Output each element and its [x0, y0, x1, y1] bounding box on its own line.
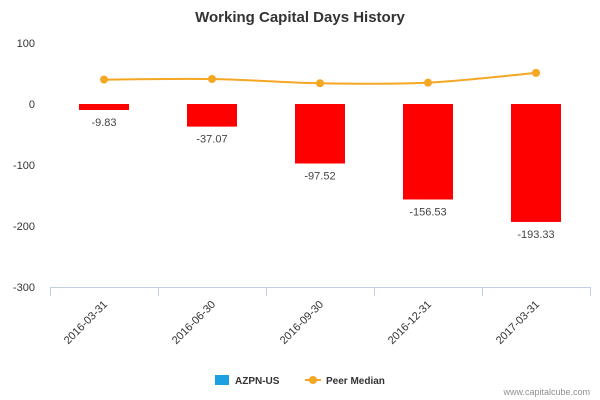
legend-swatch-azpn — [215, 375, 229, 385]
x-tick-label: 2016-09-30 — [278, 299, 326, 347]
bar — [187, 104, 237, 127]
bar — [511, 104, 561, 222]
data-label: -97.52 — [304, 170, 335, 182]
y-tick-label: -200 — [13, 221, 35, 233]
y-tick-label: -300 — [13, 282, 35, 294]
chart-title: Working Capital Days History — [195, 9, 405, 26]
x-tick-label: 2016-03-31 — [62, 299, 110, 347]
y-tick-label: 0 — [29, 99, 35, 111]
peer-median-point — [208, 74, 216, 83]
peer-median-point — [100, 75, 108, 84]
y-axis-ticks: 100 0 -100 -200 -300 — [13, 38, 35, 294]
line-series — [100, 68, 540, 88]
legend-swatch-peer-marker — [309, 376, 317, 384]
x-tick-label: 2016-06-30 — [170, 299, 218, 347]
peer-median-point — [532, 68, 540, 77]
data-label: -193.33 — [517, 229, 554, 241]
legend-label-peer: Peer Median — [326, 376, 385, 387]
bar — [403, 104, 453, 200]
x-tick-label: 2016-12-31 — [386, 299, 434, 347]
peer-median-point — [424, 78, 432, 87]
data-labels: -9.83 -37.07 -97.52 -156.53 -193.33 — [91, 117, 554, 241]
bar — [79, 104, 129, 110]
x-axis: 2016-03-31 2016-06-30 2016-09-30 2016-12-31… — [50, 287, 591, 347]
y-tick-label: 100 — [17, 38, 35, 50]
y-tick-label: -100 — [13, 160, 35, 172]
legend: AZPN-US Peer Median — [215, 375, 385, 387]
bar-series — [79, 104, 561, 222]
x-tick-label: 2017-03-31 — [494, 299, 542, 347]
data-label: -37.07 — [196, 134, 227, 146]
data-label: -156.53 — [409, 206, 446, 218]
data-label: -9.83 — [91, 117, 116, 129]
bar — [295, 104, 345, 164]
legend-label-azpn: AZPN-US — [235, 376, 280, 387]
peer-median-point — [316, 79, 324, 88]
credit-text: www.capitalcube.com — [502, 387, 590, 397]
